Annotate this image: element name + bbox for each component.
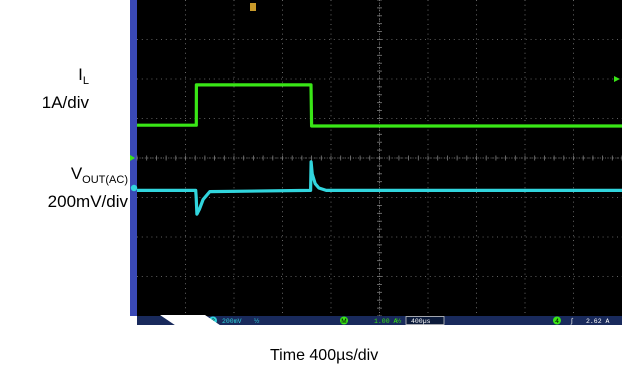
watermark-stroke-3 (343, 325, 468, 367)
ch2-bw-readout: ½ (254, 317, 260, 325)
math-badge-num: M (341, 318, 346, 325)
ch2-scale-readout: 200mV (222, 318, 242, 325)
markers (130, 3, 620, 192)
graticule (136, 0, 622, 317)
trigger-badge-num: 4 (555, 318, 559, 325)
watermark-stroke-4 (443, 325, 546, 367)
scope-svg: 2 200mV ½ M 1.00 A ½ 400µs 4 ∫ 2.62 A (130, 0, 622, 325)
oscilloscope-screen: 2 200mV ½ M 1.00 A ½ 400µs 4 ∫ 2.62 A (130, 0, 622, 325)
ground-marker (130, 155, 135, 161)
math-bw-readout: ½ (396, 317, 402, 325)
trigger-level-marker (614, 76, 620, 82)
math-scale-readout: 1.00 A (374, 318, 398, 325)
ch2-scale: 200mV/div (47, 192, 128, 211)
ch2-label: VOUT(AC) 200mV/div (48, 163, 128, 213)
trigger-position-marker (250, 3, 256, 11)
timebase-box (405, 316, 445, 325)
ch1-name: IL (78, 65, 89, 87)
trace-vout-ac (137, 160, 622, 216)
watermark-chevrons (160, 315, 546, 367)
math-badge (340, 316, 348, 325)
trigger-level-readout: 2.62 A (586, 318, 610, 325)
ch1-scale: 1A/div (41, 93, 89, 112)
trace-current-il (137, 83, 622, 128)
status-bar-bg (137, 316, 622, 325)
trigger-badge (553, 316, 561, 325)
watermark-stroke-2 (262, 325, 372, 367)
watermark-stroke-1 (160, 315, 282, 367)
trigger-slope-icon: ∫ (570, 318, 574, 325)
ch2-name: VOUT(AC) (70, 164, 128, 186)
traces (137, 83, 622, 216)
ch2-marker (130, 184, 138, 192)
timebase-readout: 400µs (411, 318, 431, 325)
ch1-label: IL 1A/div (42, 64, 89, 114)
x-axis-label: Time 400µs/div (270, 347, 379, 364)
